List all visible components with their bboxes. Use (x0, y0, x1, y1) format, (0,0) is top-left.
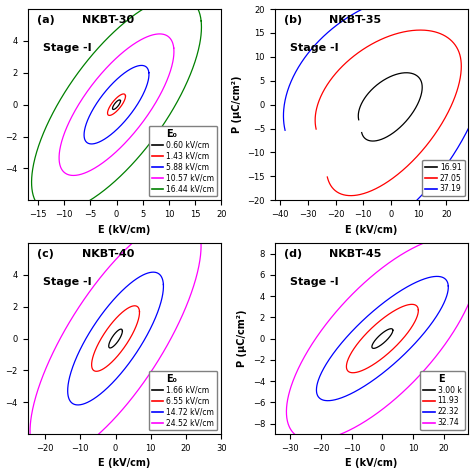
Y-axis label: P (μC/cm²): P (μC/cm²) (237, 310, 247, 367)
Text: (b): (b) (284, 15, 302, 25)
Text: (c): (c) (37, 249, 54, 259)
Legend: 16.91, 27.05, 37.19: 16.91, 27.05, 37.19 (422, 160, 465, 197)
X-axis label: E (kV/cm): E (kV/cm) (346, 458, 398, 468)
Text: Stage -I: Stage -I (43, 277, 91, 287)
X-axis label: E (kV/cm): E (kV/cm) (346, 225, 398, 235)
Y-axis label: P (μC/cm²): P (μC/cm²) (232, 76, 242, 133)
Text: Stage -I: Stage -I (290, 277, 339, 287)
Text: NKBT-45: NKBT-45 (329, 249, 382, 259)
Text: (d): (d) (284, 249, 302, 259)
Text: (a): (a) (37, 15, 55, 25)
Text: Stage -I: Stage -I (290, 44, 339, 54)
Text: Stage -I: Stage -I (43, 44, 91, 54)
Text: NKBT-35: NKBT-35 (329, 15, 381, 25)
Legend: E₀, 1.66 kV/cm, 6.55 kV/cm, 14.72 kV/cm, 24.52 kV/cm: E₀, 1.66 kV/cm, 6.55 kV/cm, 14.72 kV/cm,… (149, 371, 218, 430)
Legend: E₀, 0.60 kV/cm, 1.43 kV/cm, 5.88 kV/cm, 10.57 kV/cm, 16.44 kV/cm: E₀, 0.60 kV/cm, 1.43 kV/cm, 5.88 kV/cm, … (149, 126, 218, 197)
Text: NKBT-40: NKBT-40 (82, 249, 134, 259)
Legend: E, 3.00 k, 11.93, 22.32, 32.74: E, 3.00 k, 11.93, 22.32, 32.74 (420, 371, 465, 430)
X-axis label: E (kV/cm): E (kV/cm) (98, 458, 151, 468)
Text: NKBT-30: NKBT-30 (82, 15, 134, 25)
X-axis label: E (kV/cm): E (kV/cm) (98, 225, 151, 235)
